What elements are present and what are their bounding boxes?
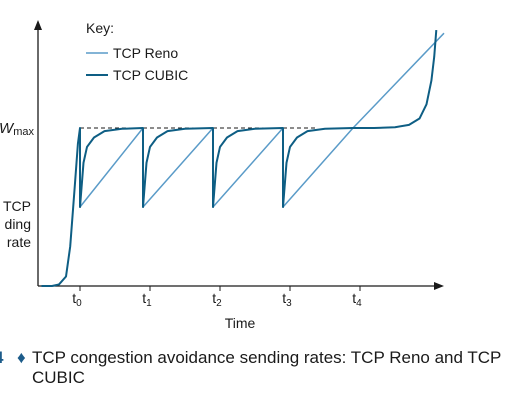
legend: Key: TCP Reno TCP CUBIC xyxy=(86,20,188,83)
y-axis-arrow xyxy=(34,20,42,30)
y-label-line-1: TCP xyxy=(3,198,31,214)
x-tick-label: t0 xyxy=(72,290,82,309)
x-tick-label: t3 xyxy=(282,290,292,309)
figure-number: 4 xyxy=(0,348,3,368)
wmax-label: Wmax xyxy=(0,120,34,138)
x-axis-arrow xyxy=(434,282,444,290)
x-tick-label: t1 xyxy=(142,290,152,309)
series-line-tcp-cubic xyxy=(41,29,438,287)
wmax-subscript: max xyxy=(13,126,34,138)
x-tick-label: t4 xyxy=(352,290,362,309)
x-tick-label: t2 xyxy=(212,290,222,309)
legend-label-reno: TCP Reno xyxy=(113,45,178,61)
y-axis-label: TCP ding rate xyxy=(3,198,31,250)
caption-text: TCP congestion avoidance sending rates: … xyxy=(32,348,502,387)
x-ticks: t0 t1 t2 t3 t4 xyxy=(72,286,362,309)
legend-title: Key: xyxy=(86,20,114,36)
y-label-line-2: ding xyxy=(5,216,31,232)
chart: t0 t1 t2 t3 t4 Wmax TCP ding rate Time Key: … xyxy=(0,20,445,331)
axes xyxy=(34,20,444,290)
legend-label-cubic: TCP CUBIC xyxy=(113,67,188,83)
x-axis-label: Time xyxy=(225,315,256,331)
caption-bullet: ♦ xyxy=(17,348,26,367)
series-layer xyxy=(41,29,445,287)
y-label-line-3: rate xyxy=(7,234,31,250)
